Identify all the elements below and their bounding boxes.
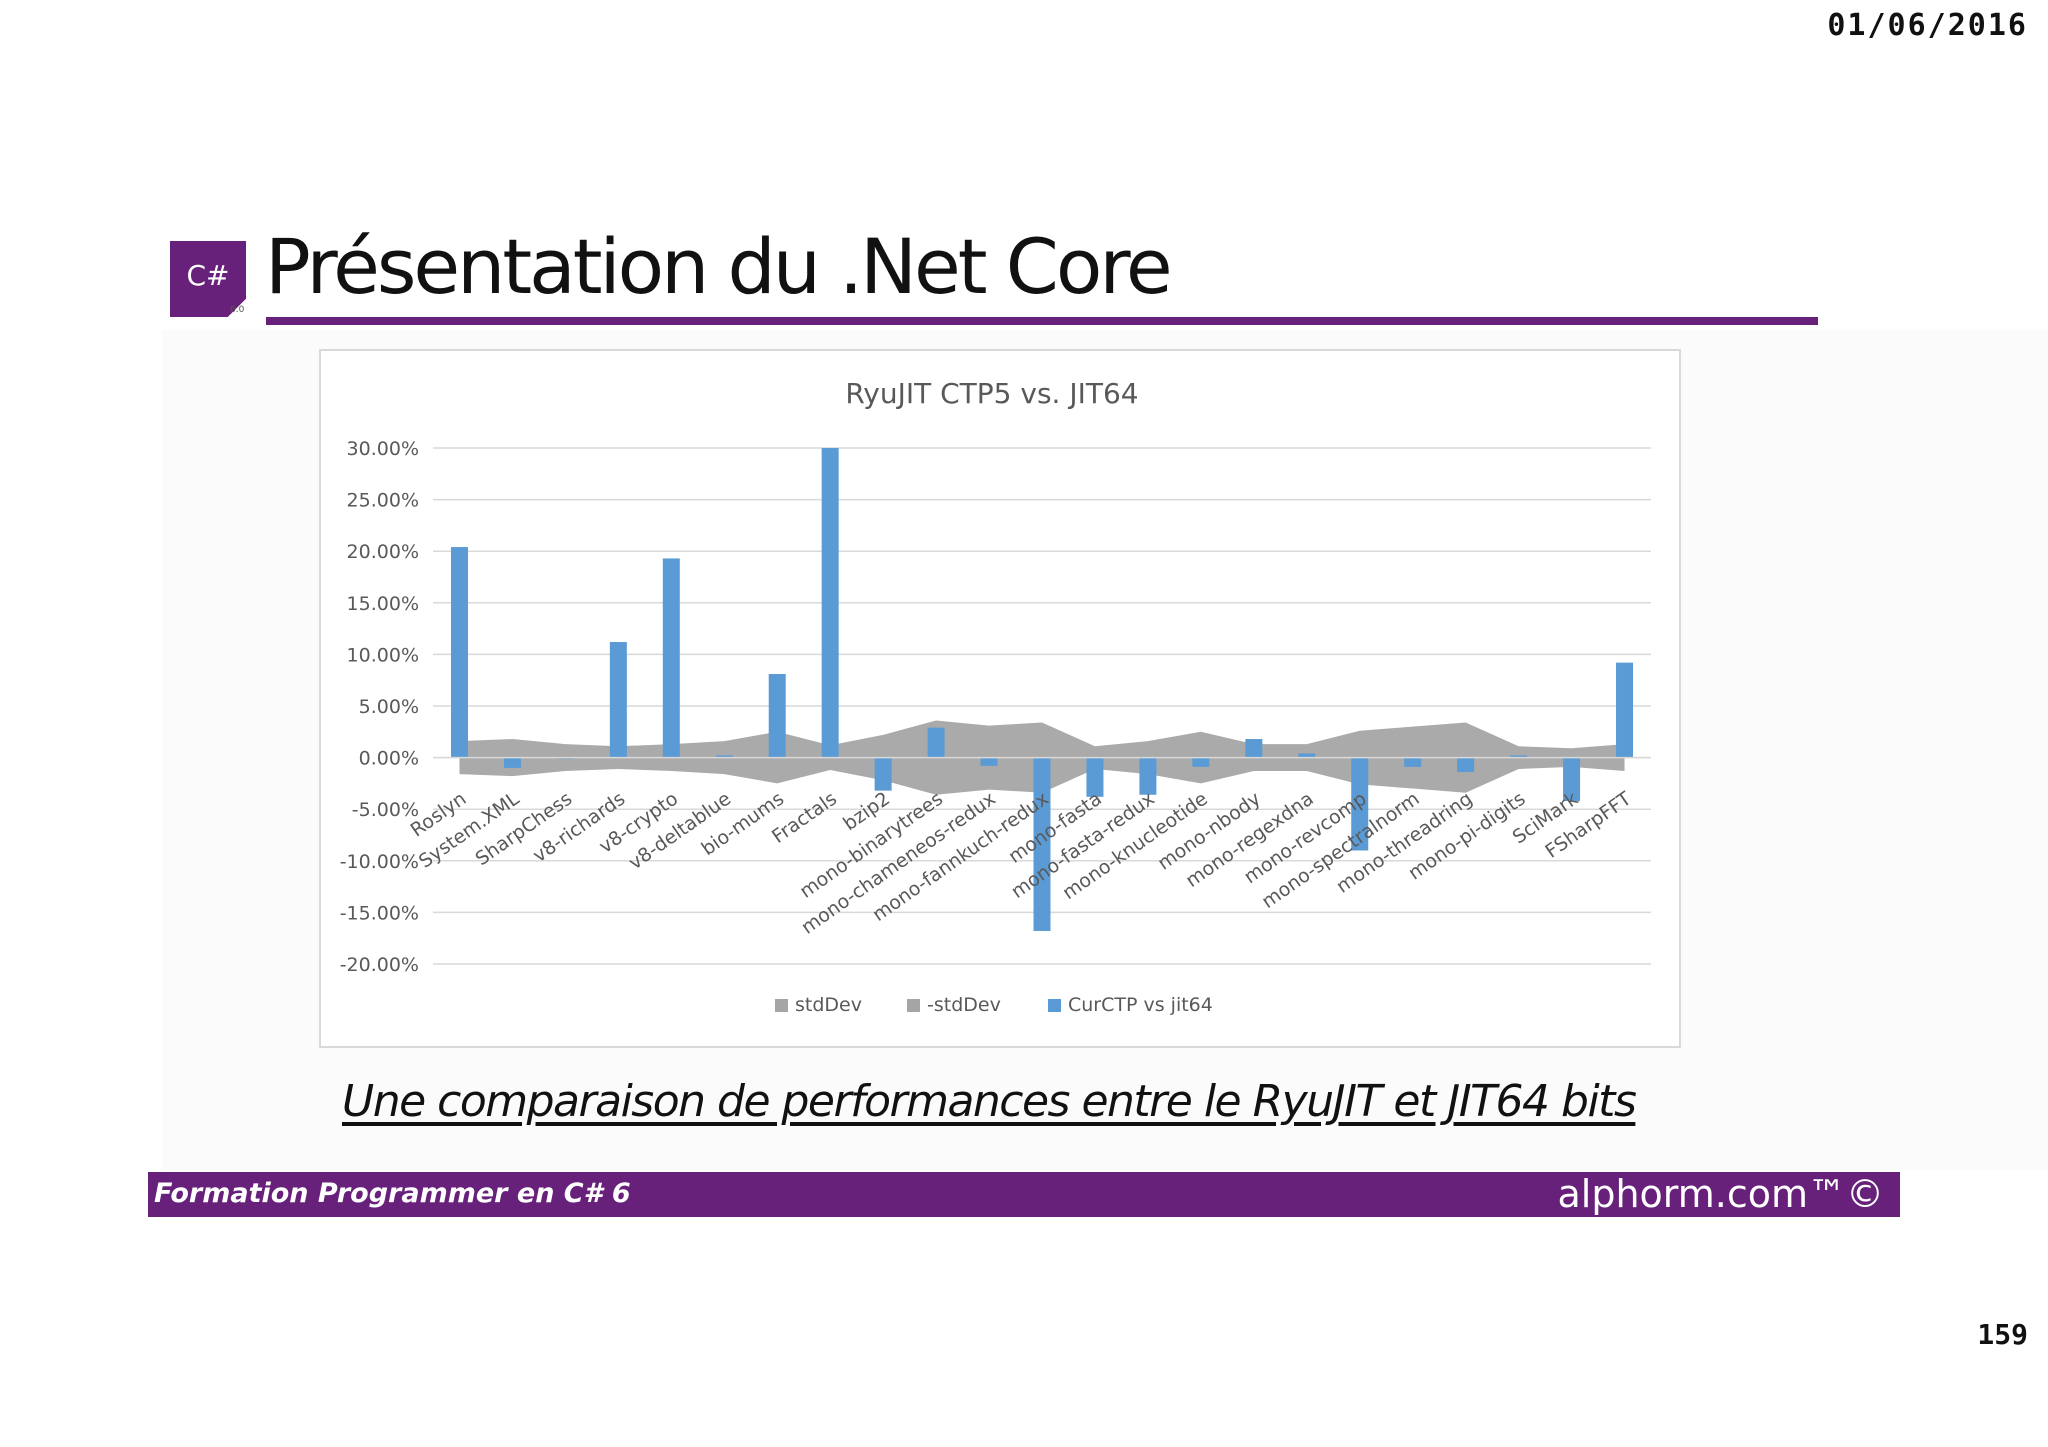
y-tick-label: 25.00% xyxy=(347,490,419,512)
y-tick-label: 5.00% xyxy=(359,696,419,718)
y-tick-label: -15.00% xyxy=(340,902,419,924)
chart-title: RyuJIT CTP5 vs. JIT64 xyxy=(845,377,1138,410)
bar-mono-revcomp xyxy=(1351,757,1369,851)
stddev-area xyxy=(459,720,1625,758)
title-underline xyxy=(266,317,1818,325)
y-tick-label: 30.00% xyxy=(347,438,419,460)
y-tick-label: 20.00% xyxy=(347,541,419,563)
bar-SciMark xyxy=(1563,757,1581,801)
y-tick-label: 0.00% xyxy=(359,748,419,770)
logo-text: C# xyxy=(186,259,230,292)
bar-mono-threadring xyxy=(1457,757,1475,773)
y-tick-label: -10.00% xyxy=(340,851,419,873)
bar-mono-binarytrees xyxy=(927,727,945,758)
legend-label: -stdDev xyxy=(927,994,1001,1016)
bar-v8-richards xyxy=(609,642,627,758)
bar-mono-knucleotide xyxy=(1192,757,1210,767)
bar-System.XML xyxy=(503,757,521,768)
bar-mono-fasta-redux xyxy=(1139,757,1157,795)
bar-mono-regexdna xyxy=(1298,753,1316,758)
bar-v8-deltablue xyxy=(715,755,733,758)
bar-bzip2 xyxy=(874,757,892,791)
slide-title: Présentation du .Net Core xyxy=(265,222,1173,311)
legend-label: CurCTP vs jit64 xyxy=(1068,994,1213,1016)
bar-mono-spectralnorm xyxy=(1404,757,1422,767)
chart-frame: RyuJIT CTP5 vs. JIT64 30.00% 25.00% 20.00% 1… xyxy=(319,349,1681,1048)
y-tick-label: 10.00% xyxy=(347,644,419,666)
footer-course-title: Formation Programmer en C# 6 xyxy=(154,1178,631,1209)
bar-FSharpFFT xyxy=(1616,662,1634,758)
bar-Roslyn xyxy=(450,547,468,758)
bar-mono-fasta xyxy=(1086,757,1104,797)
footer-brand: alphorm.com™© xyxy=(1557,1172,1884,1216)
legend-swatch xyxy=(1048,999,1061,1012)
y-tick-label: 15.00% xyxy=(347,593,419,615)
date-label: 01/06/2016 xyxy=(1827,8,2028,43)
bar-v8-crypto xyxy=(662,558,680,758)
y-tick-label: -5.00% xyxy=(352,799,419,821)
bar-mono-fannkuch-redux xyxy=(1033,757,1051,931)
csharp-logo: C# xyxy=(170,241,246,317)
bar-bio-mums xyxy=(768,674,786,758)
logo-version: 6.0 xyxy=(230,305,245,315)
legend-swatch xyxy=(907,999,920,1012)
footer-bar: Formation Programmer en C# 6 alphorm.com… xyxy=(148,1172,1900,1217)
bar-mono-nbody xyxy=(1245,739,1263,758)
y-tick-label: -20.00% xyxy=(340,954,419,976)
page-number: 159 xyxy=(1977,1318,2028,1351)
bar-Fractals xyxy=(821,448,839,758)
slide-subtitle: Une comparaison de performances entre le… xyxy=(342,1076,1637,1127)
chart: RyuJIT CTP5 vs. JIT64 30.00% 25.00% 20.00% 1… xyxy=(340,377,1651,1016)
bar-mono-pi-digits xyxy=(1510,755,1528,758)
legend-label: stdDev xyxy=(795,994,862,1016)
bar-mono-chameneos-redux xyxy=(980,757,998,766)
legend-swatch xyxy=(775,999,788,1012)
